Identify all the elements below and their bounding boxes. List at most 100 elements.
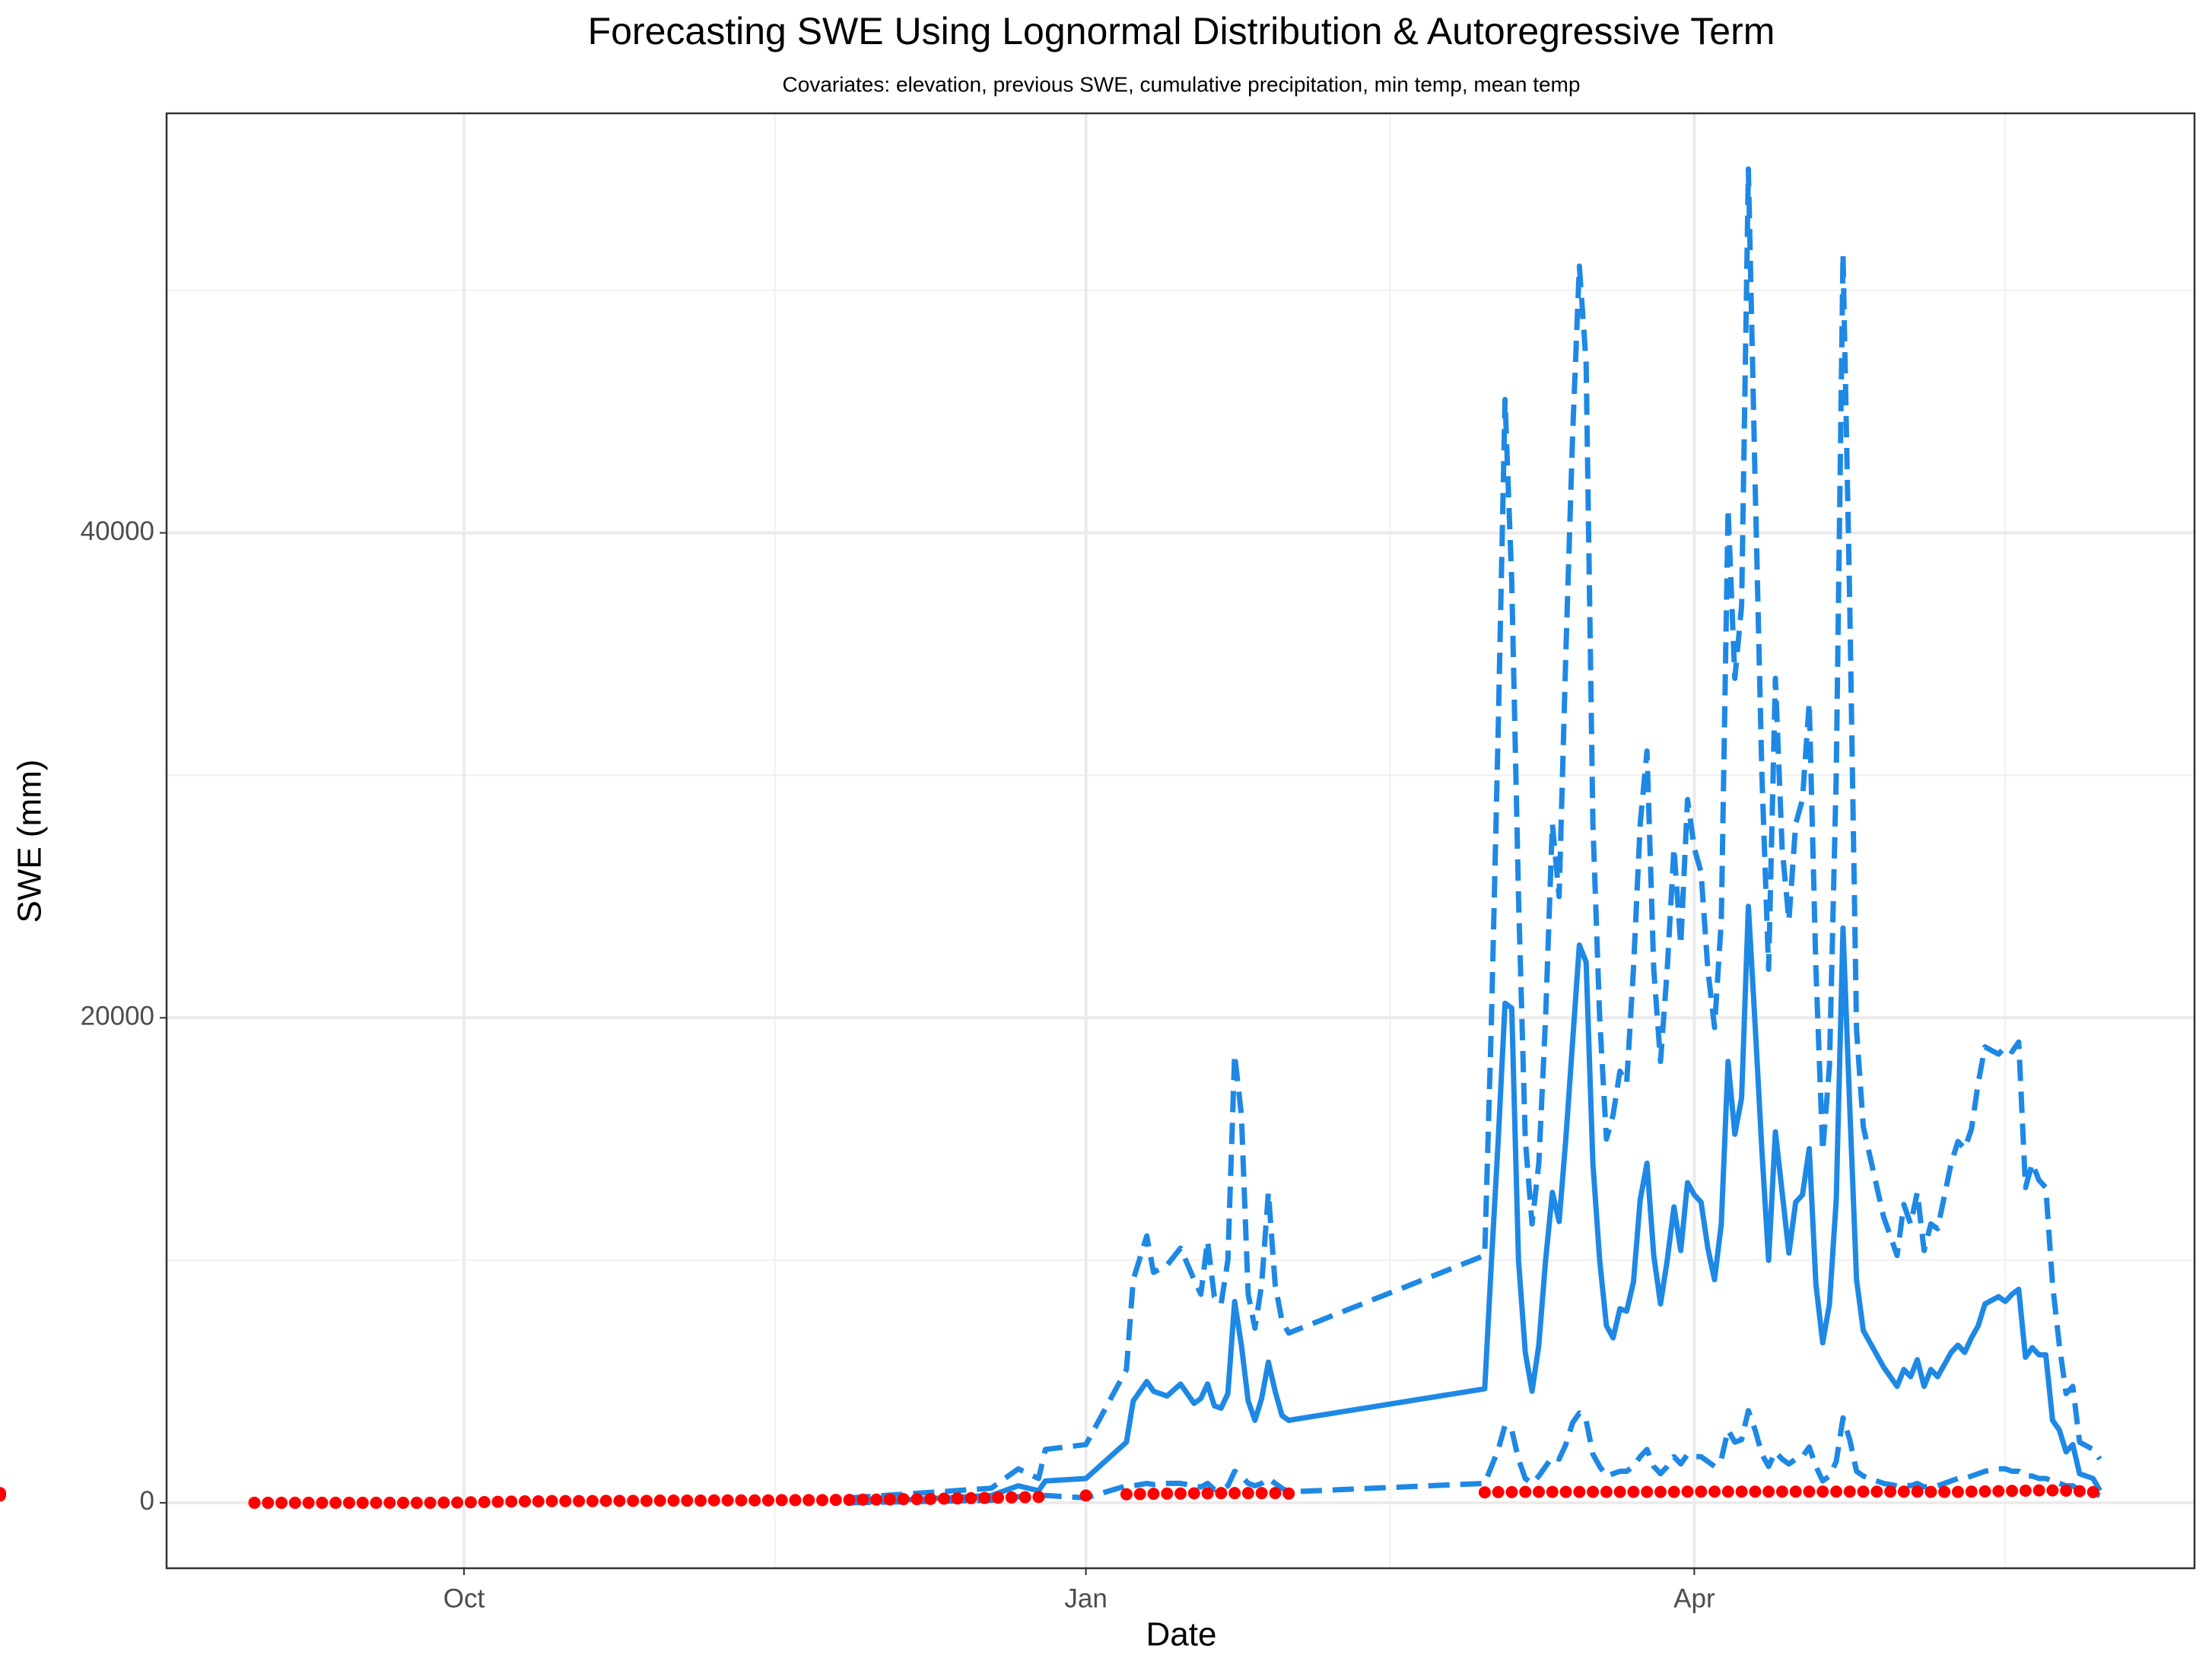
observed-point [478,1495,491,1508]
observed-point [1654,1485,1667,1498]
observed-point [1201,1487,1214,1500]
observed-point [627,1494,640,1507]
observed-point [1147,1488,1160,1501]
observed-point [1721,1485,1734,1498]
observed-point [1492,1485,1505,1498]
observed-point [694,1494,707,1507]
observed-point [1695,1485,1708,1498]
observed-point [545,1494,558,1507]
observed-point [1897,1485,1910,1498]
observed-point [965,1491,977,1504]
observed-point [707,1494,720,1507]
observed-point [559,1494,572,1507]
x-tick-label: Oct [443,1583,485,1613]
observed-point [288,1496,301,1509]
y-tick-label: 20000 [81,1001,154,1031]
observed-point [1775,1485,1788,1498]
observed-point [735,1494,748,1507]
observed-point [505,1495,518,1508]
observed-point [1843,1485,1856,1498]
plot-border [165,112,2196,1570]
observed-point [1019,1491,1031,1504]
observed-point [586,1494,599,1507]
observed-point [1005,1491,1018,1504]
observed-point [1174,1487,1187,1500]
observed-point [1161,1487,1174,1500]
observed-point [1478,1486,1491,1499]
observed-point [1641,1485,1654,1498]
observed-point [843,1494,856,1507]
observed-point [302,1496,315,1509]
observed-point [1587,1485,1600,1498]
observed-point [667,1494,680,1507]
observed-point [1681,1485,1694,1498]
observed-point [681,1494,694,1507]
observed-point [342,1496,355,1509]
observed-point [924,1492,937,1505]
observed-point [829,1494,842,1507]
observed-point [1241,1487,1254,1500]
observed-point [1816,1485,1829,1498]
observed-point [1269,1487,1282,1500]
observed-point [1215,1487,1228,1500]
observed-point [761,1494,774,1507]
y-tick-label: 0 [140,1486,154,1516]
observed-point [748,1494,761,1507]
observed-point [1762,1485,1775,1498]
observed-point [1924,1485,1937,1498]
observed-point [1830,1485,1843,1498]
plot-panel [167,113,2195,1568]
observed-point [1519,1485,1532,1498]
observed-point [1857,1485,1870,1498]
observed-point [1559,1485,1572,1498]
interval-line [849,1408,2101,1506]
observed-point [2046,1484,2059,1497]
observed-point [1870,1485,1883,1498]
observed-point [1613,1485,1626,1498]
observed-point [978,1491,991,1504]
observed-point [1978,1485,1991,1498]
observed-point [1951,1485,1964,1498]
observed-point [883,1493,896,1506]
observed-point [1255,1487,1268,1500]
observed-point [383,1496,396,1509]
observed-point [1228,1487,1241,1500]
observed-point [532,1495,545,1508]
observed-point [1938,1485,1951,1498]
observed-point [1667,1485,1680,1498]
x-tick-label: Apr [1673,1583,1715,1613]
observed-point [1573,1485,1586,1498]
observed-point [1282,1487,1295,1500]
observed-point [802,1494,815,1507]
observed-point [1911,1485,1924,1498]
interval-line [849,166,2102,1501]
observed-point [316,1496,329,1509]
observed-point [464,1496,477,1509]
observed-point [2073,1485,2086,1498]
observed-point [370,1496,383,1509]
observed-point [857,1493,869,1506]
observed-point [870,1493,883,1506]
observed-point [897,1493,910,1506]
observed-point [992,1491,1005,1504]
observed-point [397,1496,410,1509]
observed-point [1187,1487,1200,1500]
observed-point [2019,1484,2032,1497]
observed-point [1600,1485,1613,1498]
observed-point [1032,1491,1045,1504]
observed-point [1505,1485,1518,1498]
observed-point [2032,1484,2045,1497]
observed-point [0,1489,6,1502]
observed-point [262,1496,275,1509]
observed-point [1884,1485,1897,1498]
observed-point [424,1496,437,1509]
y-axis-title: SWE (mm) [11,759,49,923]
observed-point [1735,1485,1748,1498]
observed-point [951,1492,964,1505]
observed-point [1789,1485,1802,1498]
observed-point [1749,1485,1762,1498]
observed-point [356,1496,369,1509]
forecast-line [849,904,2102,1506]
observed-point [1992,1485,2005,1498]
observed-point [1803,1485,1816,1498]
